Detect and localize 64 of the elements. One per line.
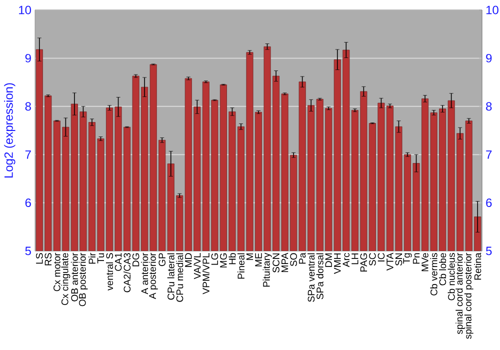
x-tick-label: VMH — [334, 253, 341, 274]
x-tick-label: OB anterior — [70, 252, 78, 302]
y-tick-label: 10 — [19, 6, 32, 14]
x-tick-label: A anterior — [141, 252, 148, 294]
x-tick-label: Pn — [412, 253, 420, 264]
x-tick-label: MG — [220, 253, 227, 268]
x-tick-label: Cx motor — [54, 252, 60, 292]
x-tick-label: SC — [369, 253, 376, 266]
y-tick-label: 9 — [25, 54, 31, 62]
x-tick-label: MD — [185, 253, 192, 267]
x-tick-label: OB posterior — [78, 252, 88, 306]
x-tick-label: Pineal — [237, 253, 244, 279]
x-tick-label: Retina — [474, 252, 482, 280]
y-axis-title: Log2 (expression) — [4, 83, 16, 178]
x-tick-label: VTA — [386, 252, 394, 271]
x-tick-label: VPM/VPL — [202, 253, 210, 294]
x-tick-label: CPu medial — [176, 253, 184, 302]
x-tick-label: VA/VL — [194, 253, 201, 280]
x-tick-label: SPa dorsal — [316, 253, 324, 300]
y2-tick-label: 5 — [486, 246, 492, 256]
x-tick-label: spinal cord posterior — [464, 252, 474, 339]
x-tick-label: SO — [290, 253, 297, 266]
x-tick-label: ME — [255, 253, 262, 266]
y-tick-label: 5 — [25, 246, 31, 256]
x-tick-label: Cb nucleus — [448, 253, 455, 300]
y2-tick-label: 6 — [486, 198, 492, 208]
x-tick-label: Pa — [298, 252, 306, 264]
x-tick-label: Cb lobe — [439, 253, 446, 286]
x-tick-label: MVe — [422, 253, 428, 272]
y2-tick-label: 10 — [486, 6, 498, 14]
x-tick-label: CA2/CA3 — [124, 253, 131, 292]
x-tick-label: spinal cord anterior — [456, 252, 465, 334]
x-tick-label: LS — [36, 253, 43, 264]
x-tick-label: Pir — [88, 252, 96, 264]
x-tick-label: Tg — [403, 253, 412, 264]
y-tick-label: 7 — [25, 150, 31, 159]
x-tick-label: A posterior — [148, 252, 158, 300]
x-tick-label: RS — [44, 253, 52, 266]
x-tick-label: Hb — [228, 253, 236, 264]
x-tick-label: M — [246, 253, 254, 260]
y2-tick-label: 8 — [486, 102, 492, 111]
x-tick-label: DG — [132, 253, 140, 266]
x-tick-label: GP — [158, 253, 166, 266]
y2-tick-label: 9 — [486, 54, 492, 62]
x-tick-label: IC — [378, 253, 385, 262]
x-tick-label: LH — [352, 253, 358, 264]
y-tick-label: 6 — [25, 198, 31, 208]
y2-tick-label: 7 — [486, 150, 492, 159]
x-tick-label: SN — [395, 253, 402, 266]
x-tick-label: SPa ventral — [308, 253, 315, 302]
x-tick-label: Cb vermis — [430, 253, 438, 296]
y-tick-label: 8 — [25, 102, 31, 111]
x-tick-label: DM — [325, 253, 332, 267]
x-tick-label: CPu lateral — [167, 253, 174, 300]
x-tick-label: Pituitary — [262, 252, 272, 287]
x-tick-label: ventral S — [106, 253, 114, 291]
x-tick-label: PAG — [360, 253, 368, 272]
x-tick-label: LG — [211, 253, 218, 265]
x-tick-label: MPA — [281, 252, 288, 272]
x-tick-label: Tu — [97, 253, 104, 264]
x-tick-label: Cx cingulate — [61, 253, 70, 306]
x-tick-label: Arc — [342, 252, 350, 268]
x-tick-label: CA1 — [114, 253, 122, 271]
x-tick-label: SCN — [272, 253, 280, 273]
